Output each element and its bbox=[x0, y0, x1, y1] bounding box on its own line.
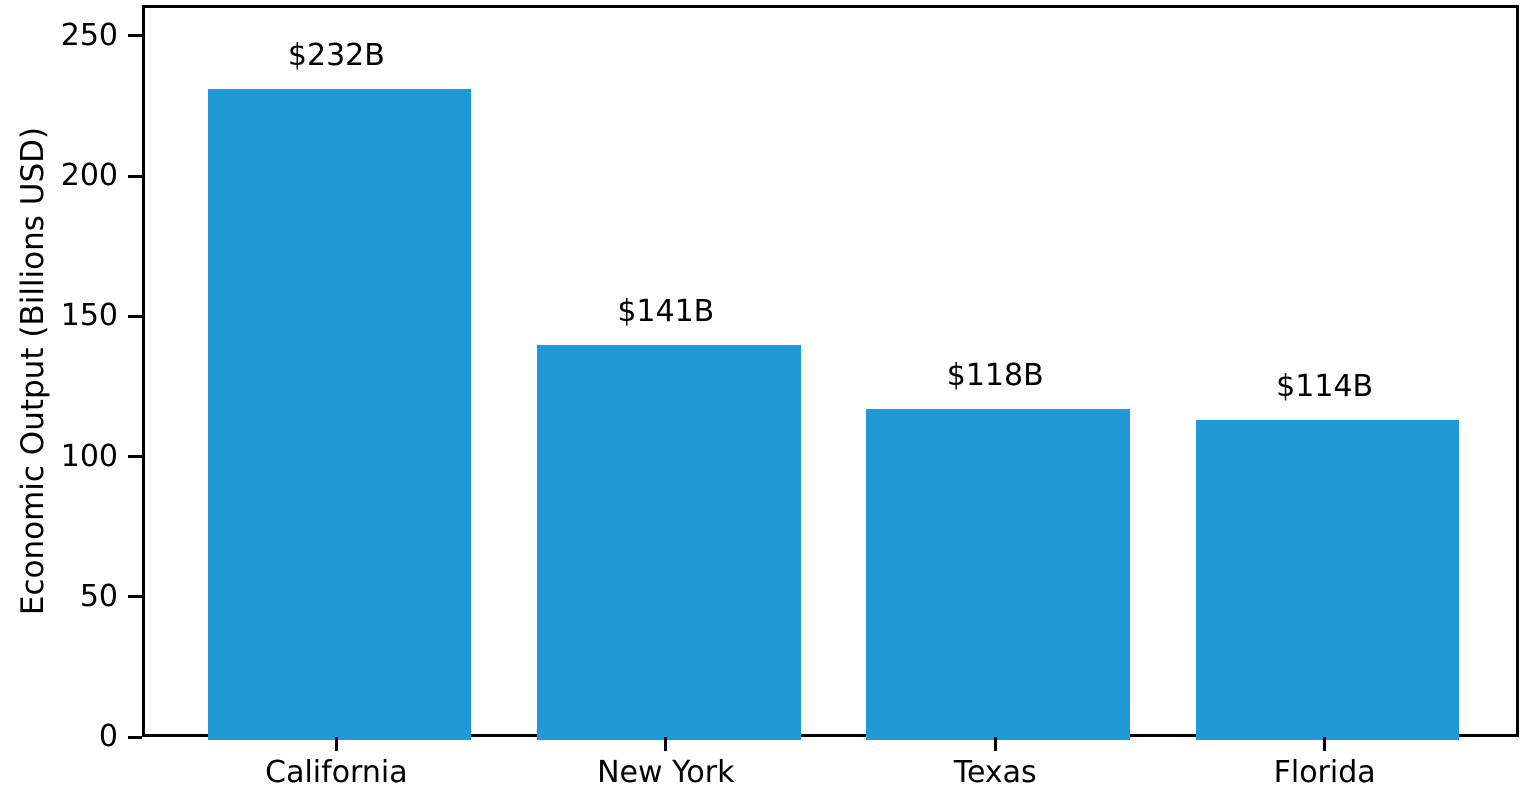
bar-texas bbox=[866, 409, 1130, 740]
x-tick-mark bbox=[334, 737, 338, 751]
bar-florida bbox=[1195, 420, 1460, 740]
bar-value-label-florida: $114B bbox=[1276, 369, 1374, 405]
plot-area bbox=[142, 5, 1519, 740]
x-tick-label-california: California bbox=[265, 755, 408, 790]
y-tick-label: 100 bbox=[60, 438, 118, 474]
x-tick-mark bbox=[664, 737, 668, 751]
y-tick-label: 150 bbox=[60, 298, 118, 334]
bar-new-york bbox=[537, 344, 801, 740]
x-tick-mark bbox=[993, 737, 997, 751]
bar-value-label-texas: $118B bbox=[946, 358, 1044, 394]
y-tick-label: 50 bbox=[79, 578, 118, 614]
y-tick-mark bbox=[128, 455, 142, 459]
y-tick-mark bbox=[128, 174, 142, 178]
bar-value-label-new-york: $141B bbox=[617, 293, 715, 329]
y-tick-mark bbox=[128, 314, 142, 318]
y-tick-label: 250 bbox=[60, 17, 118, 53]
y-tick-mark bbox=[128, 34, 142, 38]
y-tick-label: 200 bbox=[60, 158, 118, 194]
x-tick-label-florida: Florida bbox=[1273, 755, 1376, 790]
y-axis-label: Economic Output (Billions USD) bbox=[15, 126, 51, 616]
y-tick-label: 0 bbox=[98, 719, 118, 754]
y-tick-mark bbox=[128, 735, 142, 739]
y-tick-mark bbox=[128, 595, 142, 599]
x-tick-label-texas: Texas bbox=[953, 755, 1037, 790]
bar-value-label-california: $232B bbox=[287, 38, 385, 74]
x-tick-mark bbox=[1323, 737, 1327, 751]
bar-california bbox=[207, 89, 472, 740]
x-tick-label-new-york: New York bbox=[597, 755, 735, 790]
